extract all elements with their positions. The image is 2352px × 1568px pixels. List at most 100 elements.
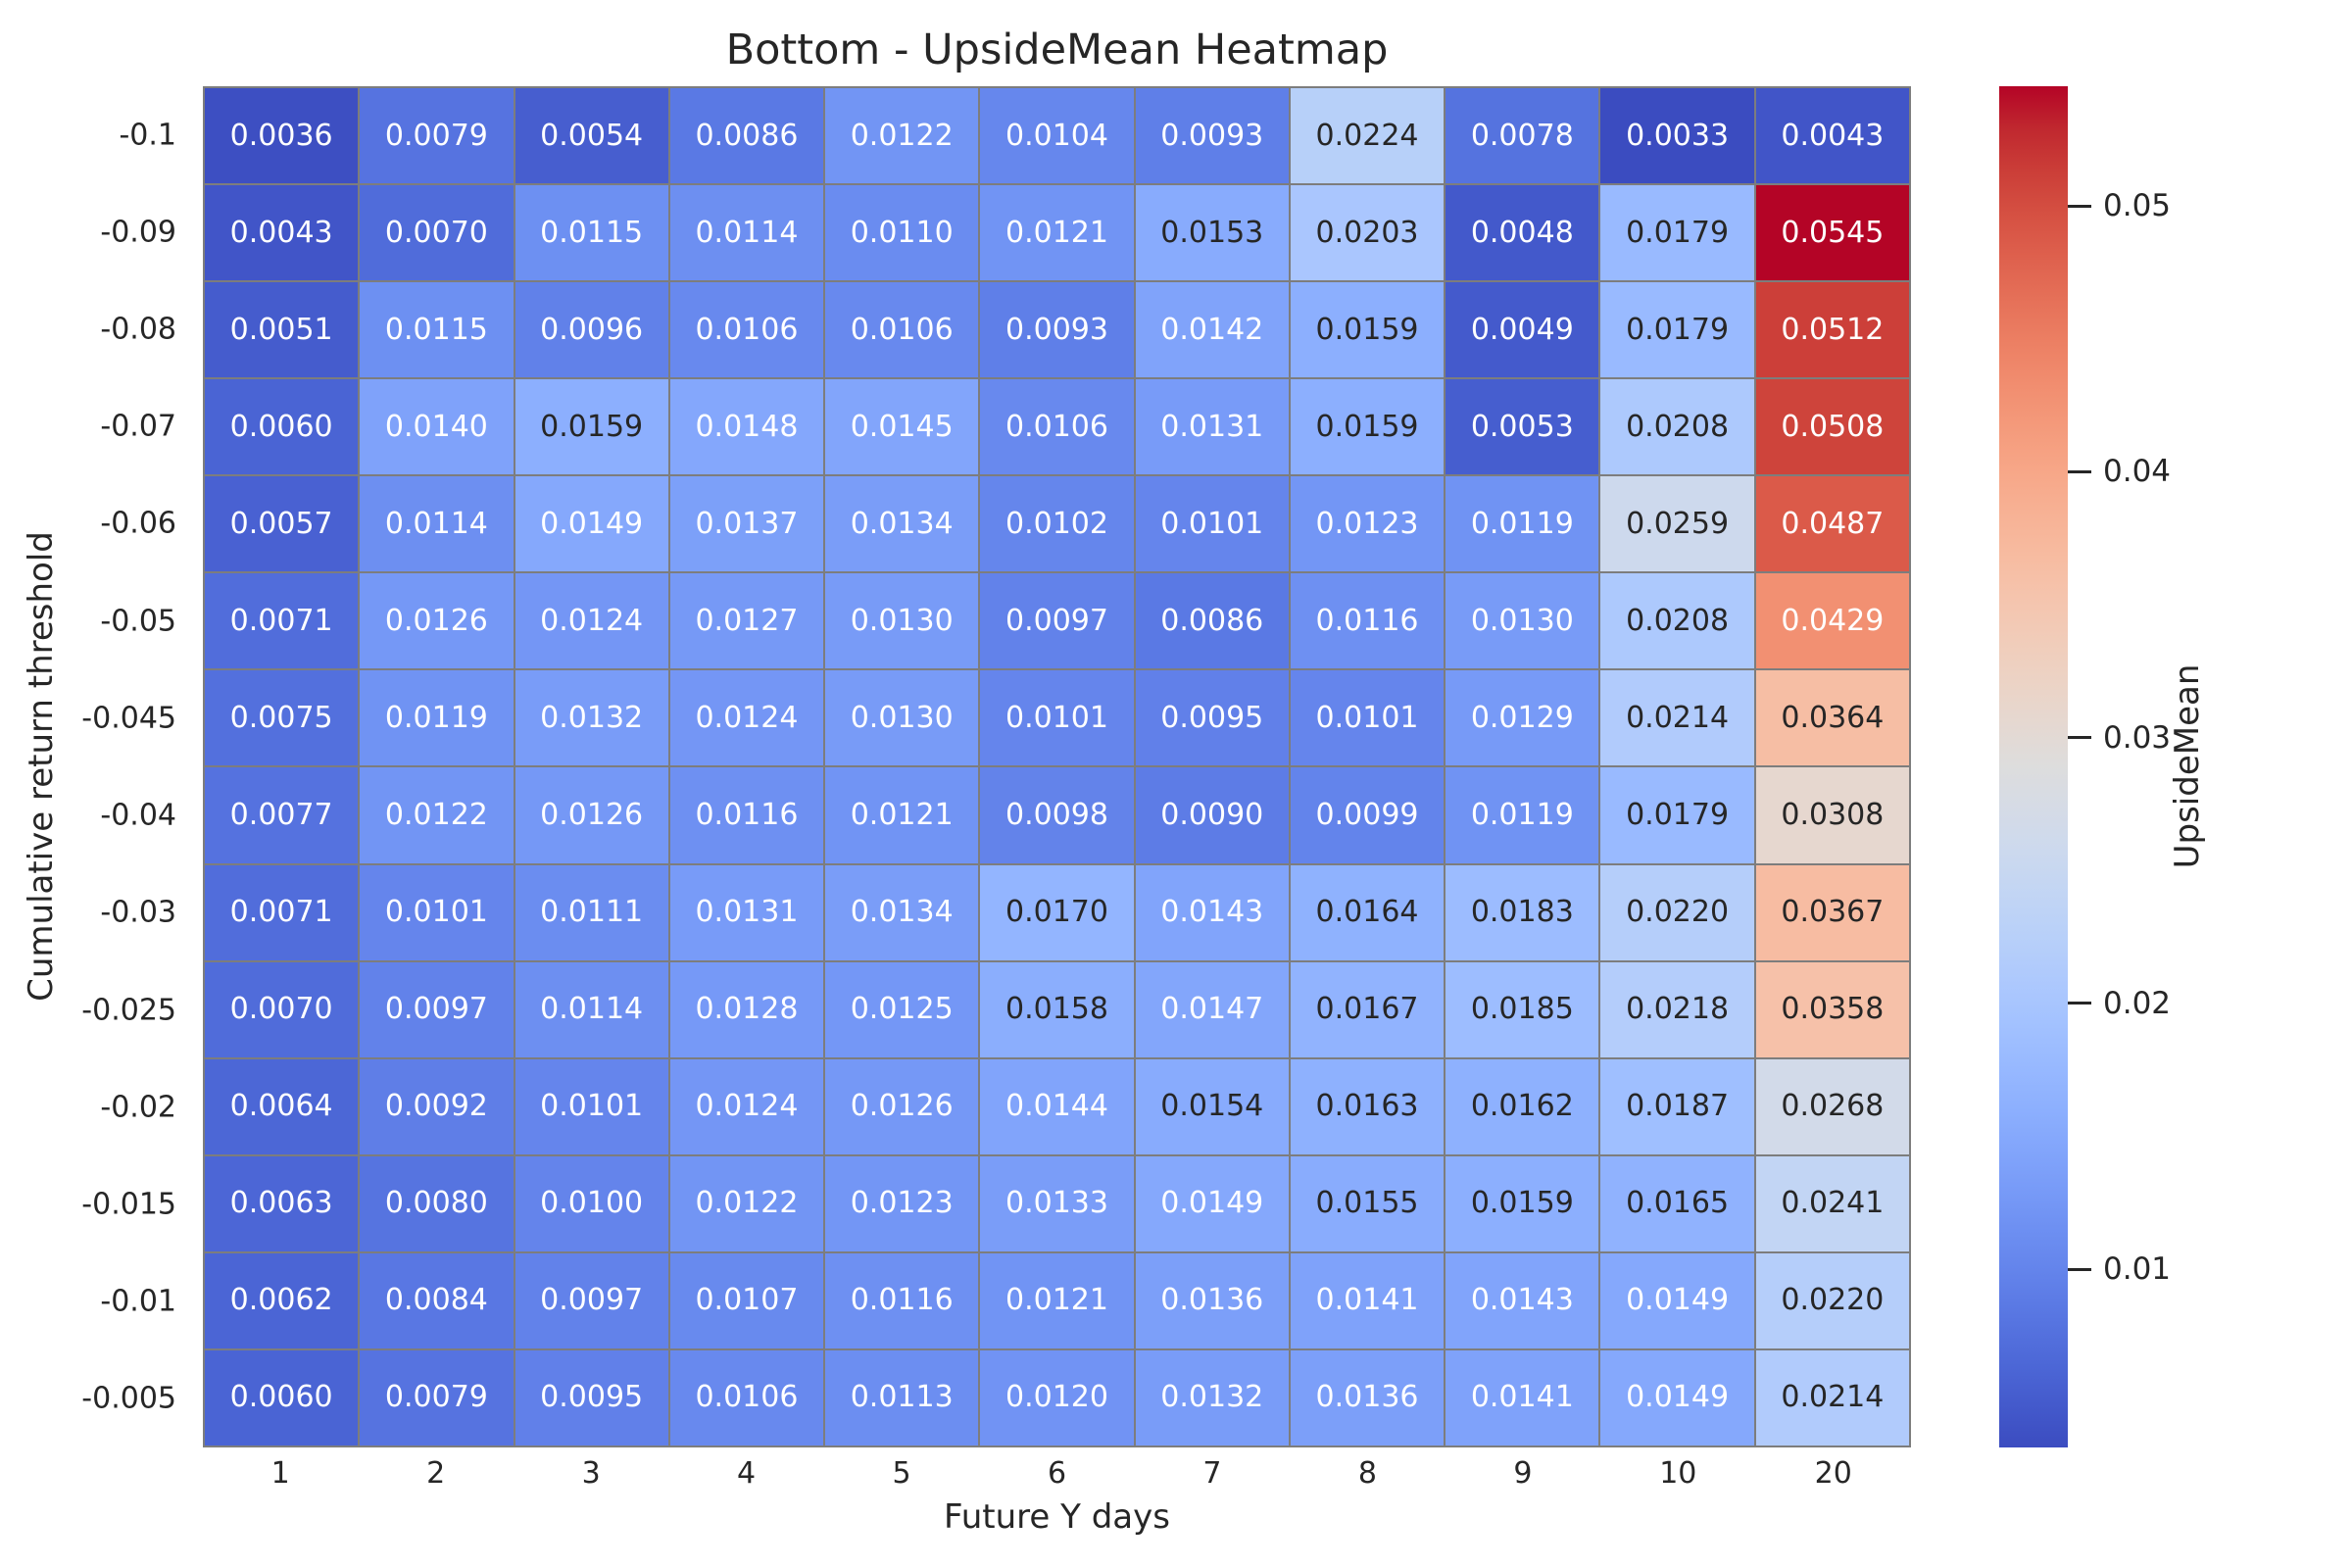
heatmap-cell: 0.0064 [204,1057,360,1155]
y-tick-label: -0.015 [81,1187,176,1222]
heatmap-cell: 0.0179 [1599,766,1755,864]
y-tick-label: -0.04 [100,798,176,833]
heatmap-cell: 0.0134 [824,475,980,573]
heatmap-cell: 0.0149 [1599,1251,1755,1349]
heatmap-cell: 0.0092 [359,1057,514,1155]
x-axis-label: Future Y days [944,1497,1170,1537]
heatmap-cell: 0.0036 [204,87,360,185]
heatmap-cell: 0.0107 [668,1251,825,1349]
heatmap-cell: 0.0096 [514,281,669,379]
heatmap-cell: 0.0132 [514,669,669,767]
y-tick-label: -0.03 [100,895,176,930]
heatmap-cell: 0.0124 [514,572,669,670]
x-tick-label: 10 [1659,1456,1697,1491]
heatmap-cell: 0.0097 [514,1251,669,1349]
heatmap-cell: 0.0155 [1289,1154,1446,1252]
heatmap-cell: 0.0127 [668,572,825,670]
heatmap-cell: 0.0079 [359,87,514,185]
heatmap-cell: 0.0208 [1599,378,1755,476]
heatmap-cell: 0.0110 [824,184,980,282]
heatmap-cell: 0.0071 [204,863,360,961]
y-tick-label: -0.06 [100,506,176,541]
heatmap-cell: 0.0159 [1289,378,1446,476]
heatmap-cell: 0.0137 [668,475,825,573]
heatmap-cell: 0.0106 [979,378,1135,476]
heatmap-cell: 0.0070 [204,960,360,1058]
heatmap-cell: 0.0086 [668,87,825,185]
heatmap-cell: 0.0130 [824,669,980,767]
heatmap-cell: 0.0149 [514,475,669,573]
heatmap-cell: 0.0131 [668,863,825,961]
heatmap-cell: 0.0148 [668,378,825,476]
heatmap-cell: 0.0121 [979,1251,1135,1349]
heatmap-cell: 0.0101 [1289,669,1446,767]
heatmap-cell: 0.0159 [1445,1154,1600,1252]
heatmap-cell: 0.0121 [824,766,980,864]
colorbar-tick-mark [2068,204,2091,208]
heatmap-cell: 0.0143 [1445,1251,1600,1349]
heatmap-cell: 0.0054 [514,87,669,185]
heatmap-cell: 0.0308 [1754,766,1910,864]
x-tick-label: 2 [426,1456,446,1491]
heatmap-cell: 0.0158 [979,960,1135,1058]
heatmap-cell: 0.0115 [359,281,514,379]
heatmap-cell: 0.0114 [514,960,669,1058]
y-axis-ticks: -0.1 -0.09 -0.08 -0.07 -0.06 -0.05 -0.045 -0.04… [0,86,176,1447]
heatmap-cell: 0.0131 [1134,378,1290,476]
heatmap-cell: 0.0116 [824,1251,980,1349]
heatmap-cell: 0.0214 [1754,1348,1910,1446]
heatmap-grid: 0.0036 0.0079 0.0054 0.0086 0.0122 0.0104 0.00… [203,86,1911,1447]
heatmap-cell: 0.0093 [1134,87,1290,185]
colorbar-tick-label: 0.03 [2103,719,2172,756]
heatmap-cell: 0.0487 [1754,475,1910,573]
x-tick-label: 8 [1357,1456,1377,1491]
colorbar-label: UpsideMean [2168,663,2207,869]
heatmap-cell: 0.0364 [1754,669,1910,767]
x-tick-label: 9 [1513,1456,1533,1491]
heatmap-cell: 0.0099 [1289,766,1446,864]
heatmap-cell: 0.0060 [204,378,360,476]
heatmap-cell: 0.0101 [359,863,514,961]
y-tick-label: -0.025 [81,993,176,1028]
heatmap-cell: 0.0128 [668,960,825,1058]
heatmap-cell: 0.0106 [824,281,980,379]
y-tick-label: -0.005 [81,1381,176,1416]
heatmap-cell: 0.0123 [1289,475,1446,573]
heatmap-cell: 0.0149 [1134,1154,1290,1252]
heatmap-cell: 0.0130 [1445,572,1600,670]
heatmap-cell: 0.0185 [1445,960,1600,1058]
heatmap-cell: 0.0126 [359,572,514,670]
y-tick-label: -0.1 [119,118,176,153]
colorbar-tick-label: 0.01 [2103,1251,2172,1288]
heatmap-cell: 0.0220 [1754,1251,1910,1349]
heatmap-cell: 0.0070 [359,184,514,282]
heatmap-cell: 0.0136 [1289,1348,1446,1446]
heatmap-cell: 0.0545 [1754,184,1910,282]
heatmap-cell: 0.0101 [514,1057,669,1155]
heatmap-cell: 0.0179 [1599,281,1755,379]
heatmap-cell: 0.0259 [1599,475,1755,573]
heatmap-cell: 0.0164 [1289,863,1446,961]
heatmap-cell: 0.0163 [1289,1057,1446,1155]
heatmap-cell: 0.0119 [1445,475,1600,573]
x-tick-label: 4 [737,1456,757,1491]
heatmap-cell: 0.0144 [979,1057,1135,1155]
heatmap-cell: 0.0043 [204,184,360,282]
heatmap-cell: 0.0111 [514,863,669,961]
heatmap-cell: 0.0134 [824,863,980,961]
heatmap-cell: 0.0124 [668,1057,825,1155]
x-tick-label: 5 [892,1456,911,1491]
heatmap-cell: 0.0170 [979,863,1135,961]
heatmap-cell: 0.0512 [1754,281,1910,379]
heatmap-cell: 0.0100 [514,1154,669,1252]
heatmap-cell: 0.0115 [514,184,669,282]
heatmap-cell: 0.0367 [1754,863,1910,961]
heatmap-cell: 0.0508 [1754,378,1910,476]
heatmap-cell: 0.0075 [204,669,360,767]
heatmap-cell: 0.0122 [668,1154,825,1252]
heatmap-cell: 0.0124 [668,669,825,767]
colorbar-tick-label: 0.04 [2103,454,2172,490]
heatmap-cell: 0.0179 [1599,184,1755,282]
heatmap-cell: 0.0159 [514,378,669,476]
heatmap-cell: 0.0208 [1599,572,1755,670]
